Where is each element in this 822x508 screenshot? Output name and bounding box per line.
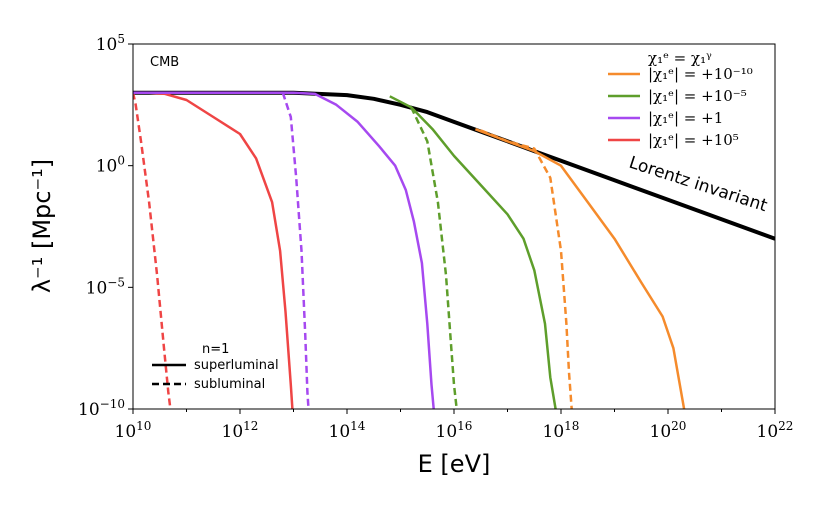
style-legend: n=1 superluminal subluminal <box>152 342 279 392</box>
style-legend-label: superluminal <box>194 358 279 373</box>
legend-label: |χ₁ᵉ| = +10⁻⁵ <box>648 87 747 105</box>
y-axis-label: λ⁻¹ [Mpc⁻¹] <box>28 159 56 293</box>
series-line-3 <box>133 91 435 409</box>
series-line-2 <box>133 92 172 409</box>
series-line-4 <box>281 92 310 409</box>
series-line-7 <box>474 128 686 409</box>
legend: χ₁ᵉ = χ₁ᵞ |χ₁ᵉ| = +10⁻¹⁰|χ₁ᵉ| = +10⁻⁵|χ₁… <box>608 49 753 149</box>
style-legend-title: n=1 <box>202 342 229 357</box>
corner-label: CMB <box>150 55 179 70</box>
legend-items: |χ₁ᵉ| = +10⁻¹⁰ |χ₁ᵉ| = +10⁻⁵ |χ₁ᵉ| = +1 |χ₁… <box>608 65 753 149</box>
legend-title: χ₁ᵉ = χ₁ᵞ <box>648 49 712 67</box>
legend-label: |χ₁ᵉ| = +1 <box>648 109 723 127</box>
style-legend-items: superluminal subluminal <box>152 358 279 392</box>
style-legend-label: subluminal <box>194 377 265 392</box>
series-line-5 <box>389 95 557 409</box>
legend-label: |χ₁ᵉ| = +10⁵ <box>648 131 739 149</box>
series-layer <box>133 90 775 409</box>
series-line-8 <box>480 129 573 409</box>
x-axis-label: E [eV] <box>418 450 491 478</box>
ticks-layer: 1010 1012 1014 1016 1018 1020 102210−1010−5100… <box>78 32 793 442</box>
legend-label: |χ₁ᵉ| = +10⁻¹⁰ <box>648 65 753 83</box>
series-line-6 <box>410 106 458 409</box>
